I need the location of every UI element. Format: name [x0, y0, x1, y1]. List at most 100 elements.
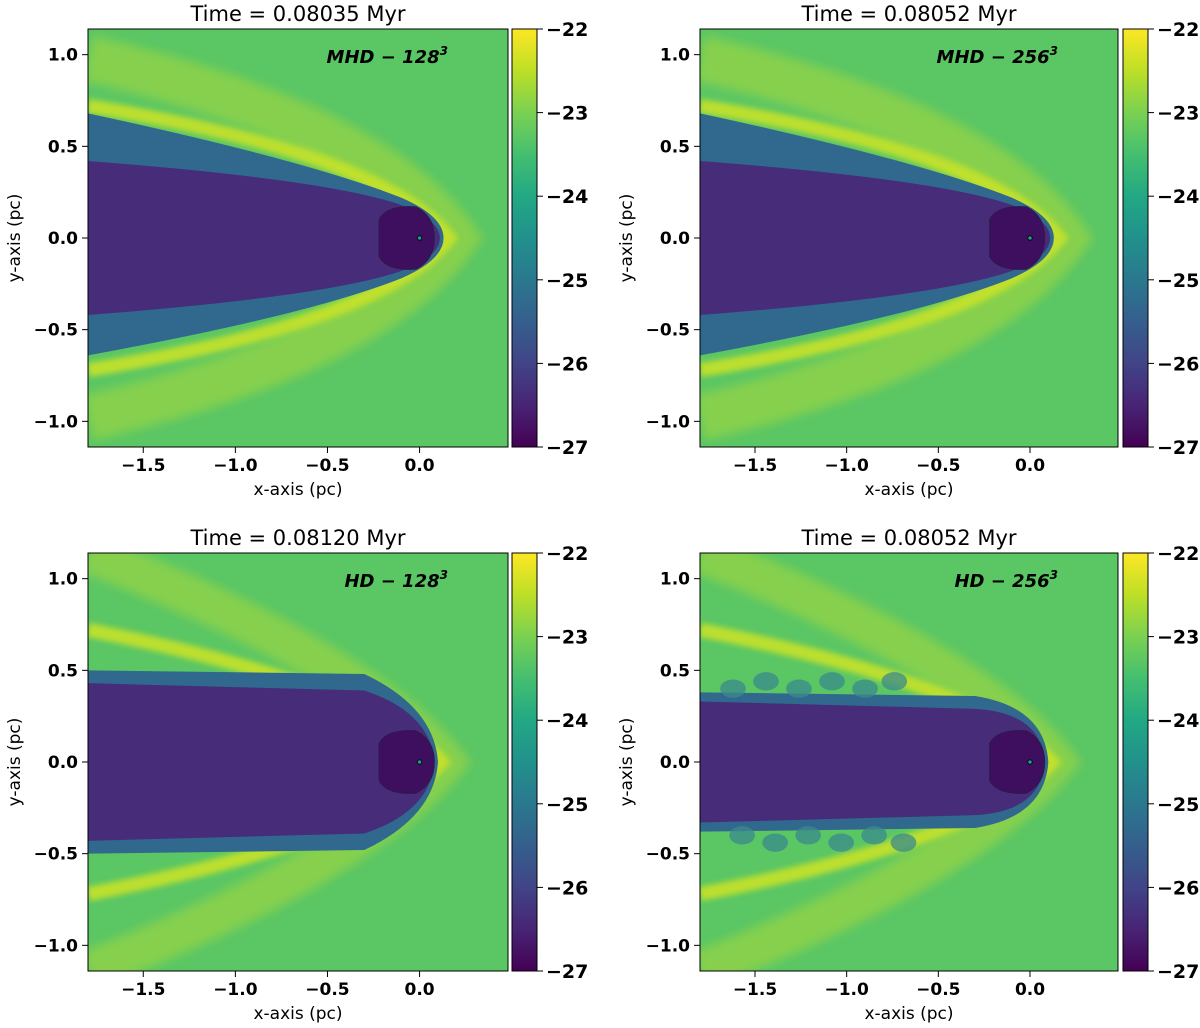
colorbar — [511, 28, 538, 448]
run-label: MHD − 1283 — [327, 44, 448, 68]
star-marker — [1027, 759, 1033, 765]
y-tick-label: 1.0 — [48, 570, 78, 590]
x-tick-label: −1.5 — [733, 980, 777, 1000]
colorbar-tick-label: −24 — [546, 186, 588, 208]
colorbar-tick-label: −22 — [546, 543, 588, 565]
run-label: HD − 2563 — [954, 568, 1058, 592]
inner-shock — [700, 99, 1069, 377]
x-tick-label: −0.5 — [305, 980, 349, 1000]
star-marker — [1027, 235, 1033, 241]
colorbar — [1122, 552, 1149, 972]
instability-blob — [828, 833, 855, 852]
panel-title: Time = 0.08052 Myr — [800, 2, 1016, 26]
x-tick-label: −1.5 — [733, 456, 777, 476]
colorbar-tick-label: −26 — [546, 877, 588, 899]
instability-blob — [861, 826, 888, 845]
x-tick-label: 0.0 — [1015, 456, 1045, 476]
colorbar-tick-label: −26 — [1157, 877, 1199, 899]
instability-blob — [819, 672, 845, 691]
instability-blob — [852, 679, 878, 698]
y-tick-label: 0.5 — [660, 137, 690, 157]
panel-1: Time = 0.08035 Myr MHD − 1283 −1.5 −1.0 −0.5… — [5, 2, 588, 500]
instability-blob — [881, 672, 908, 691]
colorbar-tick-label: −25 — [546, 794, 588, 816]
x-axis-label: x-axis (pc) — [864, 480, 953, 500]
wake-core — [88, 683, 435, 841]
y-tick-label: 0.0 — [48, 229, 78, 249]
y-tick-label: −1.0 — [34, 412, 79, 432]
stellar-wind-bubble — [378, 730, 435, 794]
colorbar-tick-label: −24 — [1157, 186, 1199, 208]
star-marker — [416, 235, 423, 241]
wake-core — [700, 701, 1045, 823]
instability-blob — [720, 679, 746, 698]
y-tick-label: −0.5 — [646, 321, 690, 341]
density-map — [700, 553, 1118, 971]
y-tick-label: −1.0 — [646, 412, 691, 432]
density-map — [88, 29, 508, 447]
x-tick-label: −1.0 — [824, 456, 869, 476]
colorbar-tick-label: −25 — [1157, 270, 1199, 292]
colorbar-tick-label: −27 — [546, 437, 588, 459]
y-axis-label: y-axis (pc) — [5, 194, 25, 283]
colorbar — [511, 552, 538, 972]
y-tick-label: −1.0 — [646, 936, 691, 956]
colorbar-tick-label: −27 — [546, 961, 588, 983]
colorbar-tick-label: −26 — [1157, 353, 1199, 375]
y-tick-label: 1.0 — [660, 46, 690, 66]
y-tick-label: −0.5 — [34, 321, 78, 341]
x-tick-label: −0.5 — [916, 456, 960, 476]
panel-title: Time = 0.08035 Myr — [189, 2, 405, 26]
y-tick-label: 0.0 — [660, 753, 690, 773]
colorbar-tick-label: −23 — [546, 103, 588, 125]
colorbar-tick-label: −25 — [546, 270, 588, 292]
colorbar-tick-label: −24 — [546, 710, 588, 732]
x-tick-label: −1.5 — [121, 456, 165, 476]
x-axis-label: x-axis (pc) — [253, 480, 342, 500]
wake-core — [88, 161, 440, 315]
x-tick-label: 0.0 — [405, 456, 435, 476]
y-tick-label: −1.0 — [34, 936, 79, 956]
colorbar-tick-label: −23 — [1157, 627, 1199, 649]
colorbar-tick-label: −26 — [546, 353, 588, 375]
x-tick-label: −1.0 — [824, 980, 869, 1000]
colorbar-tick-label: −23 — [1157, 103, 1199, 125]
run-label: MHD − 2563 — [937, 44, 1058, 68]
panel-title: Time = 0.08120 Myr — [189, 526, 405, 550]
inner-shock — [88, 623, 452, 901]
panel-2: Time = 0.08052 Myr MHD − 2563 −1.5 −1.0 −0.5… — [617, 2, 1199, 500]
colorbar — [1122, 28, 1149, 448]
instability-blob — [795, 826, 822, 845]
inner-shock — [88, 99, 458, 377]
stellar-wind-bubble — [989, 206, 1046, 270]
instability-blob — [786, 679, 812, 698]
stellar-wind-bubble — [989, 730, 1046, 794]
panel-title: Time = 0.08052 Myr — [800, 526, 1016, 550]
y-tick-label: −0.5 — [34, 845, 78, 865]
y-axis-label: y-axis (pc) — [617, 194, 637, 283]
panel-4: Time = 0.08052 Myr HD − 2563 −1.5 −1.0 −0.5 0… — [617, 526, 1199, 1024]
stellar-wind-bubble — [378, 206, 435, 270]
inner-shock — [700, 623, 1062, 901]
x-tick-label: 0.0 — [1015, 980, 1045, 1000]
x-axis-label: x-axis (pc) — [864, 1004, 953, 1024]
panel-3: Time = 0.08120 Myr HD − 1283 −1.5 −1.0 −0.5 0… — [5, 526, 588, 1024]
colorbar-tick-label: −23 — [546, 627, 588, 649]
instability-blob — [890, 833, 917, 852]
run-label: HD − 1283 — [344, 568, 448, 592]
wake-core — [700, 161, 1051, 315]
x-tick-label: −1.0 — [213, 980, 258, 1000]
x-tick-label: −0.5 — [916, 980, 960, 1000]
colorbar-tick-label: −22 — [1157, 19, 1199, 41]
colorbar-tick-label: −25 — [1157, 794, 1199, 816]
panels-root: Time = 0.08035 Myr MHD − 1283 −1.5 −1.0 −0.5… — [5, 2, 1199, 1024]
y-tick-label: 0.5 — [660, 661, 690, 681]
x-tick-label: 0.0 — [405, 980, 435, 1000]
y-tick-label: −0.5 — [646, 845, 690, 865]
y-tick-label: 0.0 — [48, 753, 78, 773]
y-tick-label: 1.0 — [660, 570, 690, 590]
x-tick-label: −0.5 — [305, 456, 349, 476]
y-tick-label: 1.0 — [48, 46, 78, 66]
x-axis-label: x-axis (pc) — [253, 1004, 342, 1024]
